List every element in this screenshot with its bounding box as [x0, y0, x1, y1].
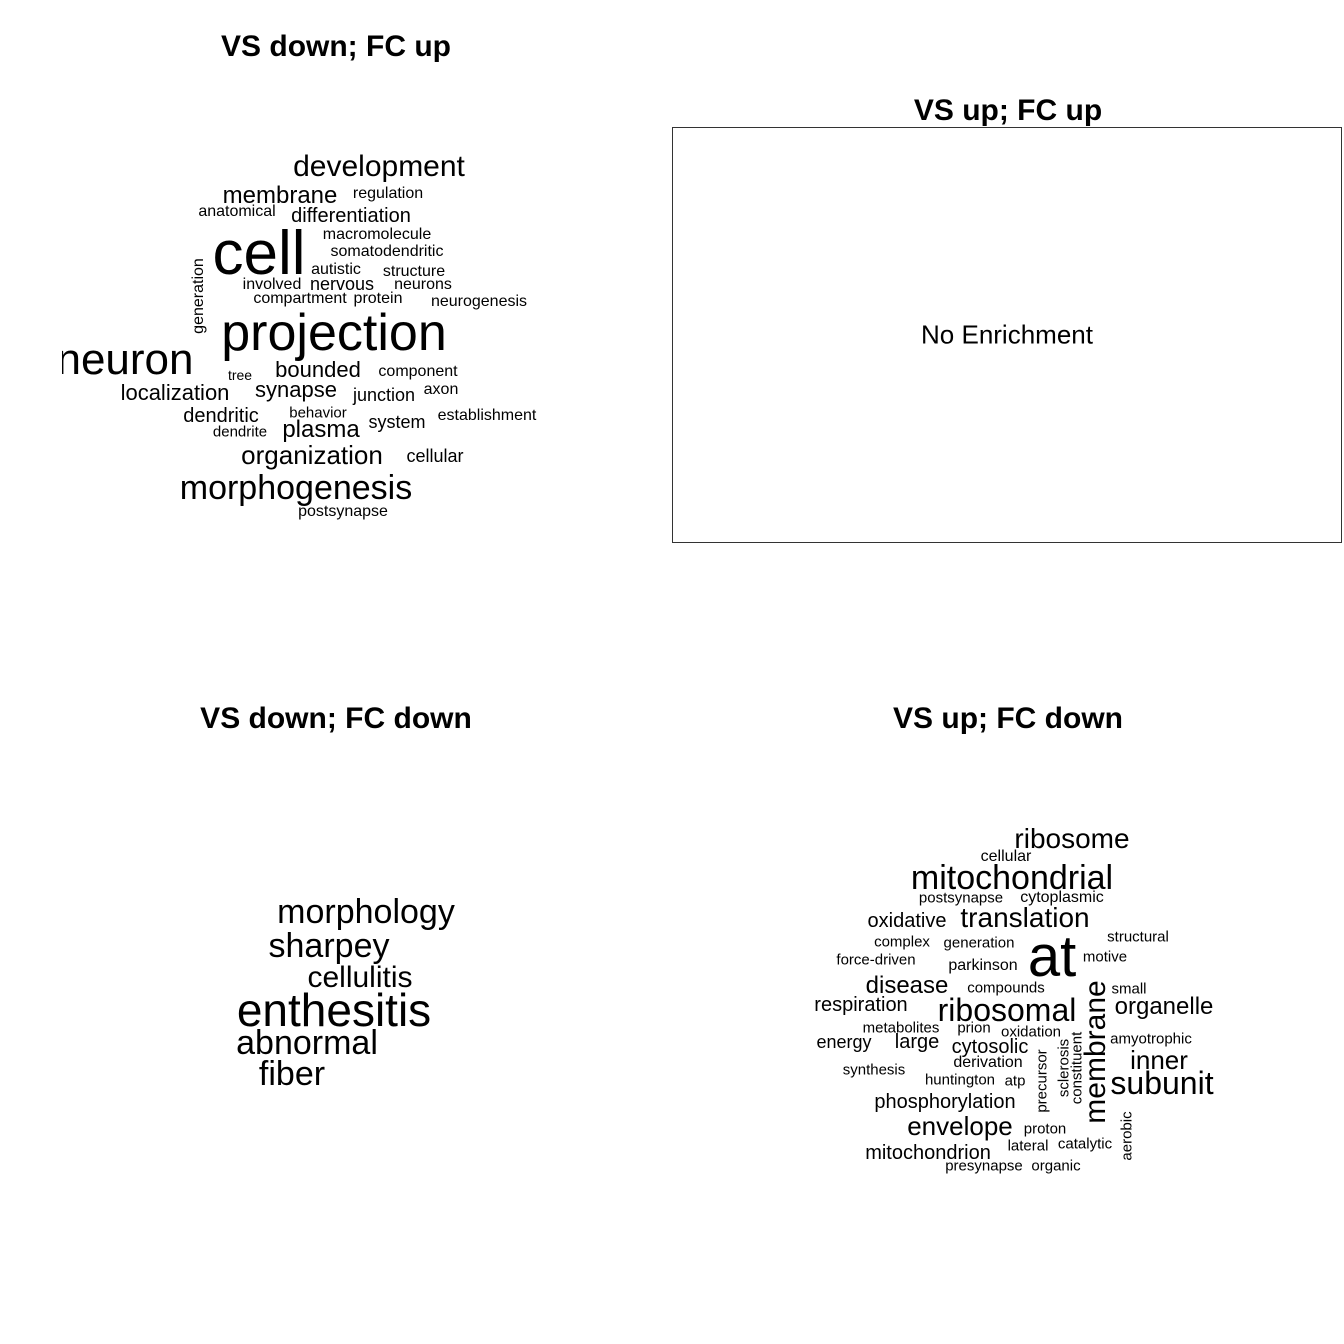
word-precursor: precursor: [1033, 1049, 1051, 1113]
word-neuron: neuron: [62, 335, 194, 384]
word-cellulitis: cellulitis: [307, 961, 413, 994]
word-organization: organization: [241, 440, 383, 470]
word-development: development: [293, 150, 465, 183]
word-compartment: compartment: [253, 290, 347, 307]
word-amyotrophic: amyotrophic: [1110, 1030, 1192, 1048]
word-component: component: [378, 363, 458, 380]
word-fiber: fiber: [258, 1055, 326, 1093]
word-mitochondrial: mitochondrial: [910, 859, 1114, 897]
word-atp: atp: [1004, 1072, 1026, 1090]
word-inner: inner: [1130, 1045, 1188, 1075]
word-structure: structure: [382, 263, 446, 280]
word-at: at: [1027, 924, 1077, 989]
word-metabolites: metabolites: [862, 1019, 940, 1037]
no-enrichment-message: No Enrichment: [921, 319, 1093, 350]
word-organelle: organelle: [1114, 993, 1214, 1020]
word-force-driven: force-driven: [836, 951, 916, 969]
word-junction: junction: [352, 385, 416, 405]
word-catalytic: catalytic: [1057, 1135, 1113, 1153]
empty-plot-box: No Enrichment: [672, 127, 1342, 543]
word-axon: axon: [423, 381, 459, 398]
word-mitochondrion: mitochondrion: [865, 1142, 991, 1164]
word-protein: protein: [353, 290, 403, 307]
word-energy: energy: [816, 1032, 872, 1052]
word-small: small: [1111, 980, 1147, 998]
word-ribosomal: ribosomal: [937, 992, 1077, 1028]
word-localization: localization: [120, 380, 230, 405]
word-cellular: cellular: [980, 848, 1032, 865]
word-presynapse: presynapse: [945, 1157, 1023, 1175]
word-dendritic: dendritic: [183, 405, 259, 427]
word-synapse: synapse: [255, 377, 337, 402]
word-morphology: morphology: [277, 893, 455, 931]
word-translation: translation: [960, 902, 1090, 933]
word-regulation: regulation: [352, 185, 424, 202]
word-constituent: constituent: [1068, 1031, 1086, 1105]
word-ribosome: ribosome: [1014, 823, 1130, 854]
panel-title: VS down; FC down: [200, 702, 472, 735]
word-establishment: establishment: [437, 407, 537, 424]
word-cytoplasmic: cytoplasmic: [1020, 889, 1104, 906]
word-lateral: lateral: [1007, 1137, 1049, 1155]
word-disease: disease: [865, 972, 949, 999]
word-cloud: morphology sharpey cellulitis enthesitis abn…: [236, 893, 455, 1093]
word-cytosolic: cytosolic: [951, 1036, 1029, 1058]
word-cloud: development membrane regulation anatomical d…: [62, 0, 672, 672]
word-tree: tree: [227, 367, 253, 383]
word-involved: involved: [242, 276, 302, 293]
word-aerobic: aerobic: [1118, 1111, 1136, 1161]
word-plasma: plasma: [282, 416, 360, 443]
panel-title: VS down; FC up: [221, 30, 451, 63]
word-cellular: cellular: [406, 446, 464, 466]
panel-title: VS up; FC down: [893, 702, 1123, 735]
word-motive: motive: [1082, 948, 1128, 966]
word-derivation: derivation: [953, 1054, 1023, 1071]
word-neurons: neurons: [394, 276, 452, 293]
word-differentiation: differentiation: [291, 205, 411, 227]
word-parkinson: parkinson: [948, 957, 1018, 974]
word-oxidation: oxidation: [1000, 1023, 1062, 1041]
word-prion: prion: [957, 1019, 991, 1037]
word-oxidative: oxidative: [867, 910, 947, 932]
word-synthesis: synthesis: [842, 1061, 906, 1079]
word-abnormal: abnormal: [236, 1024, 378, 1062]
word-anatomical: anatomical: [198, 203, 276, 220]
word-autistic: autistic: [311, 261, 361, 278]
word-proton: proton: [1023, 1120, 1067, 1138]
word-postsynapse: postsynapse: [918, 889, 1004, 907]
word-nervous: nervous: [309, 274, 375, 294]
word-morphogenesis: morphogenesis: [179, 469, 413, 507]
word-huntington: huntington: [924, 1071, 996, 1089]
word-respiration: respiration: [814, 994, 908, 1016]
word-postsynapse: postsynapse: [298, 503, 388, 520]
word-large: large: [894, 1031, 940, 1053]
word-projection: projection: [221, 304, 447, 362]
panel-title: VS up; FC up: [913, 94, 1103, 127]
word-complex: complex: [874, 933, 930, 951]
word-phosphorylation: phosphorylation: [874, 1091, 1016, 1113]
word-behavior: behavior: [289, 404, 347, 422]
word-macromolecule: macromolecule: [322, 226, 432, 243]
word-subunit: subunit: [1110, 1065, 1214, 1101]
word-compounds: compounds: [967, 979, 1045, 997]
word-system: system: [368, 412, 426, 432]
word-envelope: envelope: [907, 1111, 1013, 1141]
word-somatodendritic: somatodendritic: [330, 243, 444, 260]
word-enthesitis: enthesitis: [236, 984, 432, 1036]
word-generation: generation: [943, 934, 1015, 952]
word-structural: structural: [1107, 928, 1169, 946]
word-sharpey: sharpey: [268, 927, 390, 965]
word-dendrite: dendrite: [212, 423, 268, 441]
word-cell: cell: [212, 219, 306, 288]
word-bounded: bounded: [275, 357, 361, 382]
word-membrane: membrane: [222, 182, 338, 209]
word-organic: organic: [1031, 1157, 1081, 1175]
word-membrane: membrane: [1079, 980, 1112, 1124]
word-neurogenesis: neurogenesis: [430, 293, 528, 310]
